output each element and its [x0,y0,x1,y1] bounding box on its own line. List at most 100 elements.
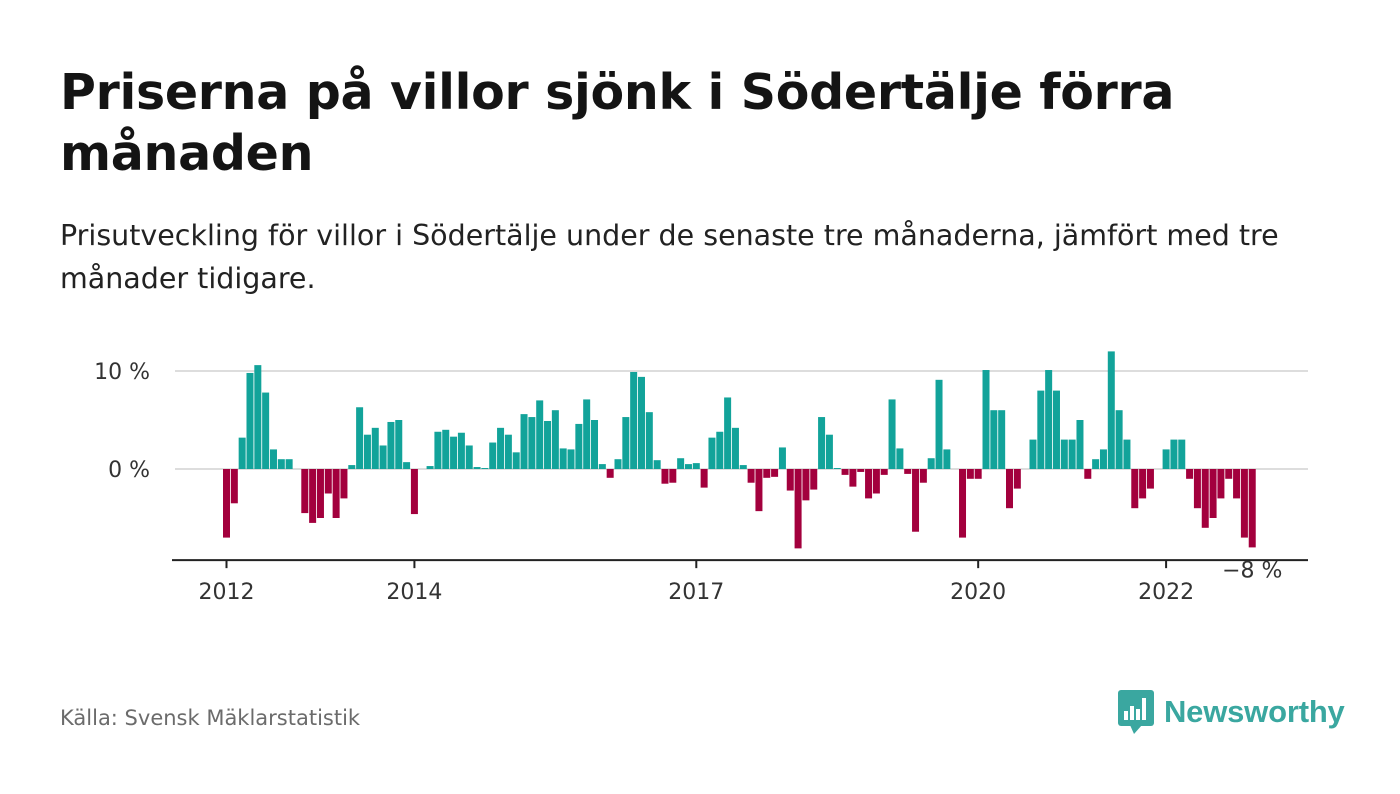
bar [755,469,763,512]
bar [630,371,638,469]
bar [1146,469,1154,489]
x-tick-label: 2012 [199,580,255,600]
y-tick-label: 10 % [94,360,150,385]
bar [230,469,238,504]
bar [1139,469,1147,499]
bar [810,469,818,490]
bar [1092,459,1100,469]
bar [395,420,403,469]
bar [238,437,246,469]
bar [935,379,943,469]
bar [371,427,379,469]
bar [1170,439,1178,469]
bar [661,469,669,484]
bar [528,417,536,469]
bar [1209,469,1217,518]
bar [450,436,458,469]
bar [653,460,661,469]
x-tick-label: 2014 [386,580,442,600]
bar [982,370,990,469]
bar [332,469,340,518]
bar [966,469,974,479]
bar-chart: 10 % 0 % 2012 2014 2017 2020 2022 −8 % [94,351,1308,600]
bar [1225,469,1233,479]
bar [1193,469,1201,509]
bar [497,427,505,469]
bar [677,458,685,469]
bar [356,407,364,469]
bar [841,469,849,475]
source-note: Källa: Svensk Mäklarstatistik [60,706,361,730]
bar [551,410,559,469]
bar [504,434,512,469]
bar [379,445,387,469]
bar [1162,449,1170,469]
bar [434,431,442,469]
bar [990,410,998,469]
bar [1068,439,1076,469]
bar [246,372,254,469]
bar [1076,420,1084,469]
bar [943,449,951,469]
bar [825,434,833,469]
bar [1029,439,1037,469]
bar [575,423,583,469]
bar [865,469,873,499]
bar [583,399,591,469]
bar [285,459,293,469]
y-tick-label: 0 % [108,458,150,483]
bar [309,469,317,523]
bar [1240,469,1248,538]
bar [700,469,708,488]
bar [465,445,473,469]
bar [708,437,716,469]
bar [1248,469,1256,548]
bar [802,469,810,501]
bar [559,448,567,469]
bar [387,421,395,469]
bar [833,468,841,469]
bar [778,447,786,469]
last-value-label: −8 % [1222,558,1282,583]
bar [403,462,411,469]
bar [1178,439,1186,469]
bar [724,397,732,469]
bar [692,463,700,469]
bar [763,469,771,478]
bar [316,469,324,518]
bar [857,469,865,472]
bar [363,434,371,469]
x-tick-label: 2020 [950,580,1006,600]
bar-chart-speech-bubble-icon [1118,690,1154,734]
brand-name: Newsworthy [1164,694,1345,729]
bar [904,469,912,474]
x-tick-label: 2017 [668,580,724,600]
chart-title: Priserna på villor sjönk i Södertälje fö… [60,64,1175,182]
bar [348,465,356,469]
bar [998,410,1006,469]
bar [959,469,967,538]
bar [606,469,614,478]
bar [880,469,888,475]
bar [1037,390,1045,469]
bar [324,469,332,494]
bar [872,469,880,494]
chart-subtitle: Prisutveckling för villor i Södertälje u… [60,219,1279,295]
bar [739,465,747,469]
bar [481,468,489,469]
bar [269,449,277,469]
bar [731,427,739,469]
bar [457,432,465,469]
newsworthy-logo[interactable]: Newsworthy [1118,690,1345,734]
bar [1006,469,1013,509]
bar [849,469,857,487]
bar [512,452,520,469]
bars [223,351,1256,549]
bar [794,469,802,549]
bar [1131,469,1139,509]
bar [520,414,528,469]
bar [919,469,927,483]
bar [912,469,920,532]
bar [489,442,497,469]
bar [1233,469,1241,499]
